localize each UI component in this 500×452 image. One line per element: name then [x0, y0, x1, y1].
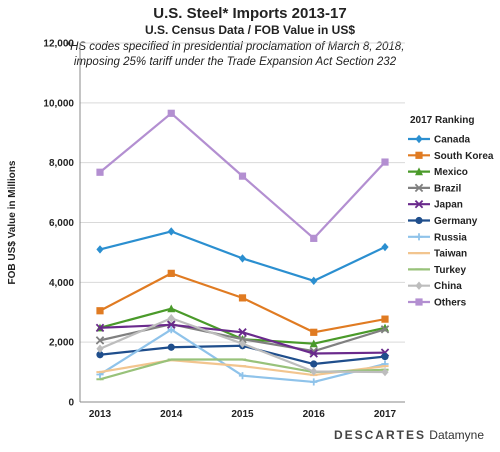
- data-point: [415, 233, 423, 241]
- data-point: [310, 328, 318, 336]
- y-tick-label: 4,000: [49, 278, 74, 289]
- x-tick-label: 2013: [89, 409, 112, 420]
- chart-note: *HS codes specified in presidential proc…: [65, 41, 405, 68]
- data-point: [167, 227, 175, 236]
- data-point: [381, 367, 389, 377]
- legend-item: Canada: [408, 135, 471, 146]
- data-point: [381, 158, 389, 166]
- legend-label: Others: [434, 298, 467, 309]
- data-point: [96, 168, 104, 176]
- chart-subtitle: U.S. Census Data / FOB Value in US$: [144, 23, 356, 37]
- data-point: [95, 336, 105, 345]
- data-point: [167, 326, 175, 334]
- data-point: [310, 234, 318, 242]
- data-point: [167, 320, 176, 330]
- legend-title: 2017 Ranking: [410, 115, 474, 126]
- y-tick-label: 8,000: [49, 158, 74, 169]
- legend-label: Japan: [434, 200, 463, 211]
- data-point: [381, 352, 389, 361]
- chart-title: U.S. Steel* Imports 2013-17: [153, 5, 347, 22]
- y-tick-label: 2,000: [49, 338, 74, 349]
- data-point: [238, 254, 247, 263]
- brand-name: DESCARTES: [333, 428, 426, 442]
- legend-label: Germany: [434, 216, 478, 227]
- x-tick-label: 2014: [160, 409, 183, 420]
- y-tick-label: 12,000: [43, 39, 74, 50]
- legend-item: Germany: [408, 216, 478, 227]
- data-point: [238, 294, 247, 302]
- legend-label: Mexico: [434, 167, 468, 178]
- series-others: [96, 109, 389, 242]
- data-point: [238, 328, 247, 337]
- legend-item: Others: [408, 298, 467, 309]
- legend-item: Mexico: [408, 167, 468, 178]
- data-point: [238, 339, 247, 348]
- data-point: [96, 307, 104, 315]
- y-tick-label: 6,000: [49, 218, 74, 229]
- data-point: [414, 199, 424, 209]
- data-point: [381, 242, 389, 252]
- brand-product: Datamyne: [429, 428, 484, 442]
- y-tick-label: 0: [68, 398, 74, 409]
- legend-item: Turkey: [408, 265, 466, 276]
- series-layer: [95, 109, 390, 386]
- data-point: [415, 281, 423, 290]
- data-point: [414, 183, 424, 193]
- series-russia: [96, 326, 389, 386]
- data-point: [167, 304, 176, 313]
- data-point: [380, 325, 390, 334]
- legend-label: Russia: [434, 232, 467, 243]
- data-point: [381, 315, 389, 323]
- data-point: [167, 109, 175, 117]
- x-tick-label: 2016: [303, 409, 326, 420]
- data-point: [310, 360, 318, 368]
- data-point: [309, 339, 318, 348]
- axes: 0 2,000 4,000 6,000 8,000 10,000 12,000 2013 201…: [7, 39, 405, 420]
- data-point: [310, 276, 318, 286]
- data-point: [310, 378, 318, 386]
- data-point: [167, 314, 175, 323]
- data-point: [415, 216, 423, 225]
- data-point: [238, 372, 247, 380]
- series-china: [96, 314, 389, 377]
- data-point: [415, 134, 423, 144]
- legend-label: South Korea: [434, 151, 494, 162]
- gridlines: [80, 42, 405, 403]
- legend-label: Brazil: [434, 183, 461, 194]
- data-point: [96, 351, 104, 359]
- legend-label: Canada: [434, 135, 471, 146]
- legend-item: Russia: [408, 232, 467, 243]
- data-point: [95, 323, 105, 333]
- data-point: [238, 172, 247, 180]
- legend-item: Japan: [408, 200, 463, 211]
- legend: 2017 Ranking Canada South Korea Mexico Brazi…: [408, 115, 494, 309]
- x-tick-label: 2017: [374, 409, 397, 420]
- data-point: [167, 269, 175, 277]
- data-point: [96, 344, 104, 353]
- data-point: [415, 167, 423, 176]
- data-point: [309, 349, 318, 358]
- legend-label: Turkey: [434, 265, 466, 276]
- legend-item: Brazil: [408, 183, 461, 194]
- legend-label: Taiwan: [434, 249, 467, 260]
- legend-item: South Korea: [408, 151, 494, 162]
- legend-label: China: [434, 281, 462, 292]
- legend-item: Taiwan: [408, 249, 467, 260]
- y-axis-label: FOB US$ Value in Millions: [7, 160, 18, 284]
- series-canada: [96, 227, 389, 286]
- data-point: [167, 343, 175, 351]
- legend-item: China: [408, 281, 462, 292]
- y-tick-label: 10,000: [43, 98, 74, 109]
- x-tick-label: 2015: [231, 409, 254, 420]
- data-point: [238, 334, 247, 344]
- brand-logo: DESCARTES Datamyne: [334, 428, 484, 442]
- data-point: [415, 298, 423, 306]
- data-point: [415, 151, 423, 159]
- series-south-korea: [96, 269, 389, 336]
- data-point: [310, 367, 318, 376]
- data-point: [96, 245, 104, 254]
